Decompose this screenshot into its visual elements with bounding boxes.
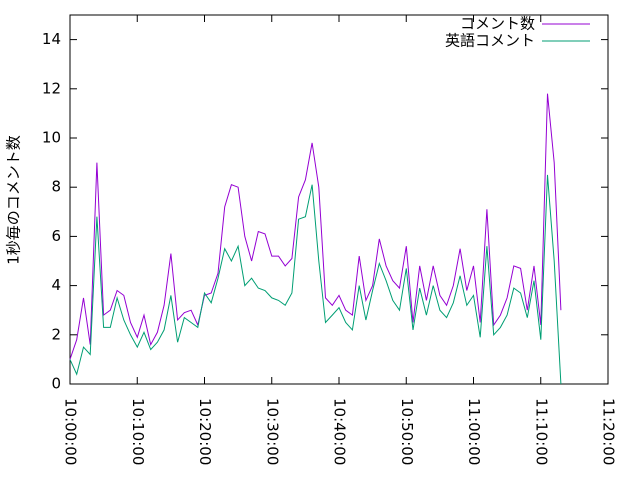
legend-label: 英語コメント (445, 32, 535, 50)
series-line (69, 174, 562, 385)
y-tick-label: 0 (51, 375, 61, 393)
y-tick-label: 6 (51, 227, 61, 245)
y-tick-label: 4 (51, 276, 61, 294)
y-tick-label: 12 (42, 79, 61, 97)
y-tick-label: 8 (51, 178, 61, 196)
series-line (69, 93, 562, 360)
y-tick-label: 10 (42, 129, 61, 147)
y-tick-label: 2 (51, 325, 61, 343)
legend-label: コメント数 (460, 15, 535, 33)
x-tick-label: 10:10:00 (129, 398, 147, 465)
x-tick-label: 10:50:00 (398, 398, 416, 465)
x-tick-label: 10:40:00 (331, 398, 349, 465)
x-tick-label: 10:20:00 (196, 398, 214, 465)
plot-border (69, 14, 609, 385)
x-tick-label: 11:10:00 (532, 398, 550, 465)
x-tick-label: 10:00:00 (62, 398, 80, 465)
x-tick-label: 10:30:00 (263, 398, 281, 465)
y-tick-label: 14 (42, 30, 61, 48)
y-axis-label: 1秒毎のコメント数 (5, 135, 23, 265)
x-tick-label: 11:20:00 (600, 398, 618, 465)
x-tick-label: 11:00:00 (465, 398, 483, 465)
